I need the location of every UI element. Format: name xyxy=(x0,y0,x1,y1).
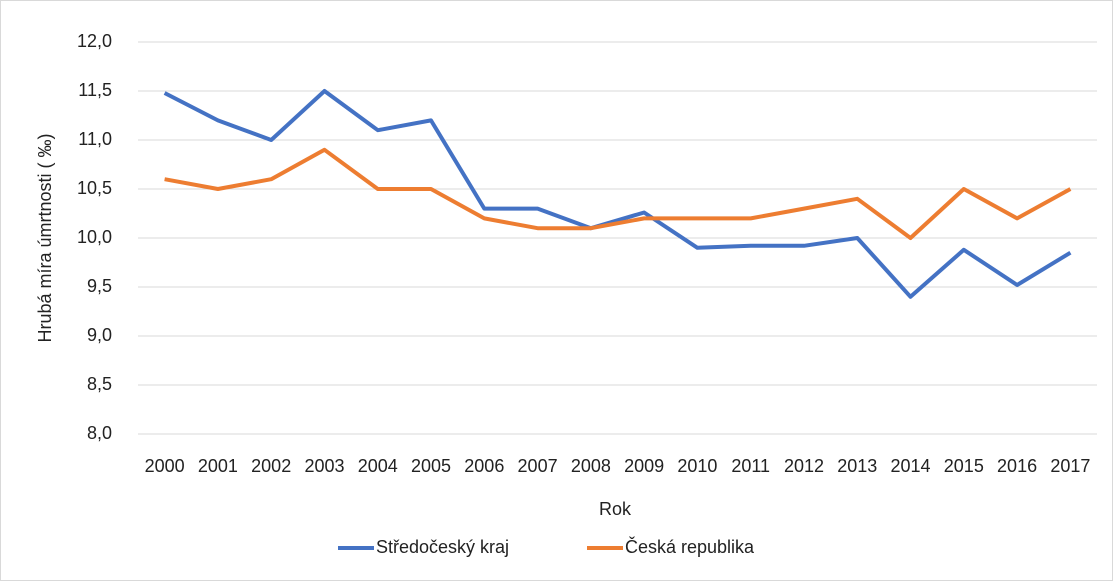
x-tick-label: 2014 xyxy=(891,456,931,476)
x-tick-label: 2004 xyxy=(358,456,398,476)
x-tick-label: 2008 xyxy=(571,456,611,476)
x-tick-label: 2017 xyxy=(1050,456,1090,476)
y-tick-label: 9,5 xyxy=(87,276,112,296)
x-tick-label: 2009 xyxy=(624,456,664,476)
y-tick-label: 11,0 xyxy=(78,129,112,149)
y-axis-title: Hrubá míra úmrtnosti ( ‰) xyxy=(35,133,55,342)
x-tick-label: 2012 xyxy=(784,456,824,476)
y-tick-label: 11,5 xyxy=(78,80,112,100)
x-tick-label: 2005 xyxy=(411,456,451,476)
y-tick-label: 9,0 xyxy=(87,325,112,345)
series-line xyxy=(163,89,1072,299)
x-tick-label: 2002 xyxy=(251,456,291,476)
x-tick-label: 2016 xyxy=(997,456,1037,476)
x-tick-label: 2006 xyxy=(464,456,504,476)
y-tick-label: 8,0 xyxy=(87,423,112,443)
y-tick-label: 10,5 xyxy=(77,178,112,198)
x-tick-label: 2007 xyxy=(518,456,558,476)
x-tick-label: 2010 xyxy=(677,456,717,476)
legend-label: Česká republika xyxy=(625,536,755,557)
y-tick-label: 8,5 xyxy=(87,374,112,394)
x-tick-label: 2011 xyxy=(731,456,770,476)
x-tick-label: 2001 xyxy=(198,456,238,476)
legend-label: Středočeský kraj xyxy=(376,537,509,557)
x-tick-label: 2000 xyxy=(145,456,185,476)
x-axis-title: Rok xyxy=(599,499,632,519)
x-tick-label: 2003 xyxy=(304,456,344,476)
x-tick-label: 2013 xyxy=(837,456,877,476)
y-tick-label: 12,0 xyxy=(77,31,112,51)
x-tick-label: 2015 xyxy=(944,456,984,476)
y-tick-label: 10,0 xyxy=(77,227,112,247)
series-line xyxy=(164,147,1072,240)
